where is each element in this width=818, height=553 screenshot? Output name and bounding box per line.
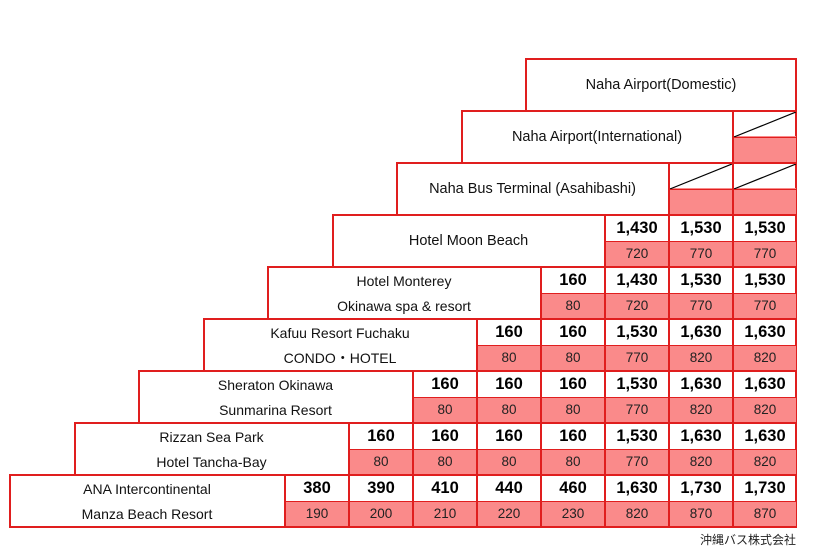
not-applicable-cell	[734, 164, 796, 214]
adult-fare: 1,430	[616, 271, 658, 289]
child-fare: 770	[670, 241, 732, 266]
adult-fare: 380	[303, 479, 331, 497]
child-fare: 870	[734, 501, 796, 526]
adult-fare: 1,530	[680, 271, 722, 289]
adult-fare: 410	[431, 479, 459, 497]
diagonal-slash-icon	[670, 164, 732, 190]
child-fare: 770	[670, 293, 732, 318]
child-fare: 820	[670, 449, 732, 474]
diagonal-slash-icon	[734, 112, 796, 138]
child-fare: 820	[734, 397, 796, 422]
child-fare: 80	[542, 397, 604, 422]
child-fare: 80	[478, 397, 540, 422]
adult-fare: 1,430	[616, 219, 658, 237]
stop-name-monterey-line1: Hotel Monterey	[356, 272, 452, 289]
adult-fare: 1,530	[744, 271, 786, 289]
stop-name-domestic: Naha Airport(Domestic)	[585, 77, 737, 93]
child-fare: 820	[670, 397, 732, 422]
adult-fare: 1,730	[680, 479, 722, 497]
not-applicable-fill	[734, 136, 796, 162]
child-fare: 230	[542, 501, 604, 526]
not-applicable-cell	[734, 112, 796, 162]
adult-fare: 1,530	[680, 219, 722, 237]
child-fare: 820	[734, 449, 796, 474]
adult-fare: 160	[495, 323, 523, 341]
adult-fare: 460	[559, 479, 587, 497]
child-fare: 820	[606, 501, 668, 526]
not-applicable-cell	[670, 164, 732, 214]
adult-fare: 160	[495, 427, 523, 445]
adult-fare: 1,530	[616, 375, 658, 393]
stop-name-moon-beach: Hotel Moon Beach	[408, 233, 529, 249]
stop-name-kafuu-line1: Kafuu Resort Fuchaku	[270, 324, 410, 341]
stop-name-rizzan-line1: Rizzan Sea Park	[159, 428, 264, 445]
adult-fare: 1,530	[616, 427, 658, 445]
child-fare: 80	[478, 449, 540, 474]
child-fare: 80	[542, 345, 604, 370]
stop-name-sheraton-line2: Sunmarina Resort	[219, 401, 332, 418]
not-applicable-fill	[734, 188, 796, 214]
child-fare: 80	[414, 449, 476, 474]
adult-fare: 440	[495, 479, 523, 497]
row-mid-divider	[605, 240, 797, 242]
child-fare: 80	[542, 449, 604, 474]
adult-fare: 160	[431, 375, 459, 393]
adult-fare: 1,630	[744, 427, 786, 445]
adult-fare: 160	[559, 271, 587, 289]
child-fare: 80	[350, 449, 412, 474]
child-fare: 80	[414, 397, 476, 422]
adult-fare: 390	[367, 479, 395, 497]
stop-name-international: Naha Airport(International)	[511, 129, 683, 145]
stop-name-ana-line1: ANA Intercontinental	[83, 480, 211, 497]
row-mid-divider	[349, 448, 797, 450]
adult-fare: 160	[495, 375, 523, 393]
child-fare: 870	[670, 501, 732, 526]
child-fare: 190	[286, 501, 348, 526]
adult-fare: 160	[431, 427, 459, 445]
stop-name-ana-line2: Manza Beach Resort	[81, 505, 213, 522]
adult-fare: 1,630	[744, 323, 786, 341]
adult-fare: 1,730	[744, 479, 786, 497]
child-fare: 720	[606, 241, 668, 266]
row-mid-divider	[541, 292, 797, 294]
row-mid-divider	[413, 396, 797, 398]
credit-text: 沖縄バス株式会社	[699, 533, 796, 547]
child-fare: 820	[734, 345, 796, 370]
adult-fare: 1,630	[680, 375, 722, 393]
row-mid-divider	[477, 344, 797, 346]
adult-fare: 1,630	[616, 479, 658, 497]
child-fare: 770	[606, 345, 668, 370]
child-fare: 770	[734, 241, 796, 266]
stop-name-monterey-line2: Okinawa spa & resort	[337, 297, 471, 314]
adult-fare: 1,630	[680, 323, 722, 341]
child-fare: 210	[414, 501, 476, 526]
adult-fare: 1,630	[680, 427, 722, 445]
adult-fare: 160	[559, 323, 587, 341]
row-mid-divider	[669, 188, 797, 190]
child-fare: 200	[350, 501, 412, 526]
adult-fare: 1,530	[616, 323, 658, 341]
child-fare: 80	[478, 345, 540, 370]
diagonal-slash-icon	[734, 164, 796, 190]
child-fare: 770	[734, 293, 796, 318]
row-mid-divider	[733, 136, 797, 138]
stop-name-rizzan-line2: Hotel Tancha-Bay	[156, 453, 267, 470]
child-fare: 720	[606, 293, 668, 318]
child-fare: 770	[606, 397, 668, 422]
child-fare: 820	[670, 345, 732, 370]
child-fare: 80	[542, 293, 604, 318]
adult-fare: 160	[559, 427, 587, 445]
stop-name-kafuu-line2: CONDO・HOTEL	[283, 349, 397, 366]
adult-fare: 1,630	[744, 375, 786, 393]
stop-name-sheraton-line1: Sheraton Okinawa	[217, 376, 334, 393]
adult-fare: 1,530	[744, 219, 786, 237]
adult-fare: 160	[367, 427, 395, 445]
child-fare: 770	[606, 449, 668, 474]
adult-fare: 160	[559, 375, 587, 393]
not-applicable-fill	[670, 188, 732, 214]
stop-name-bus-terminal: Naha Bus Terminal (Asahibashi)	[429, 181, 636, 197]
child-fare: 220	[478, 501, 540, 526]
row-mid-divider	[285, 500, 797, 502]
